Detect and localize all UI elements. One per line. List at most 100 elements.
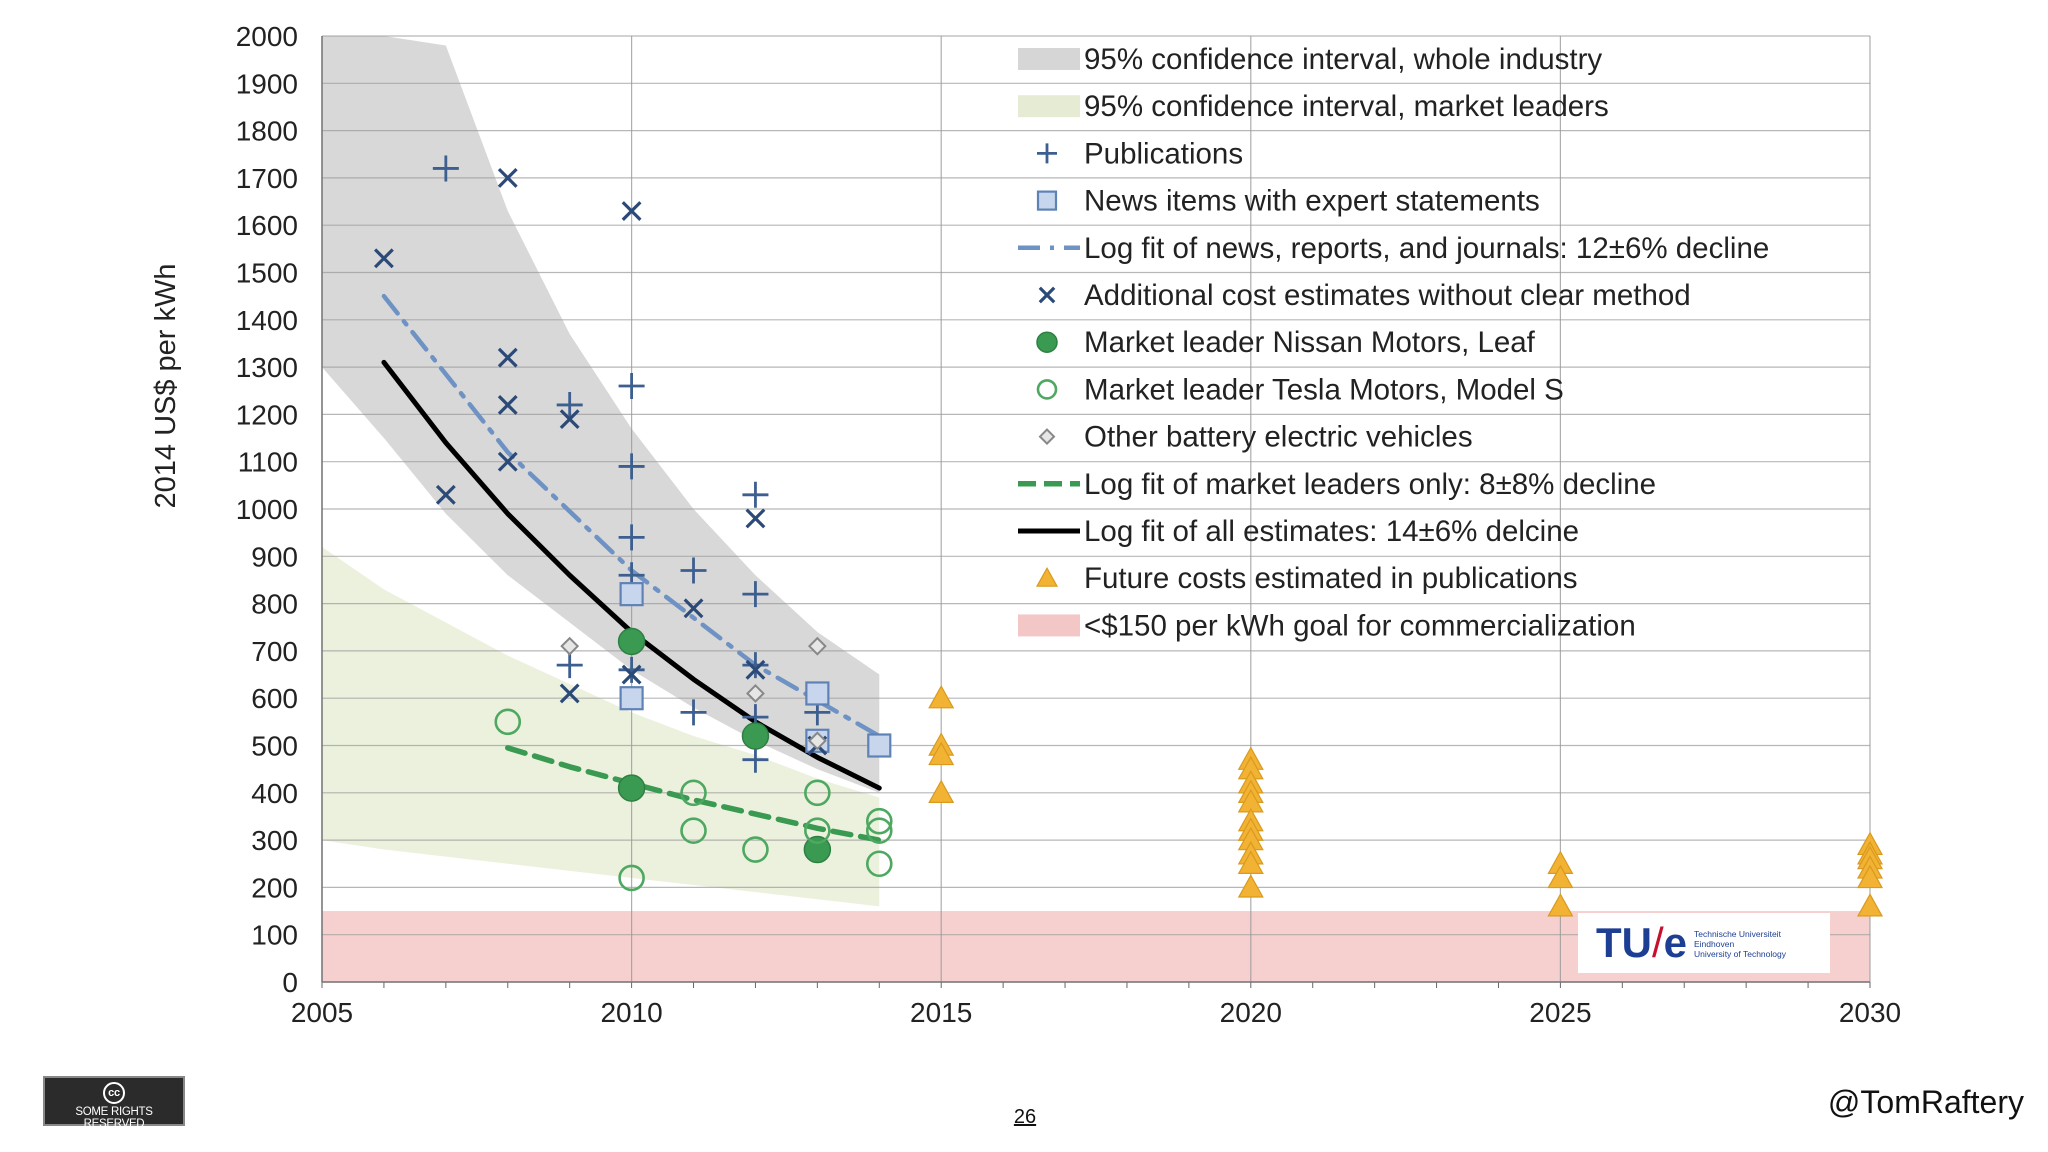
data-point-triangle [928, 684, 955, 709]
data-point-plus [432, 155, 459, 182]
data-point-x [559, 409, 580, 430]
data-point-x [497, 395, 518, 415]
y-tick-label: 1800 [236, 116, 298, 147]
y-tick-label: 1100 [238, 447, 298, 478]
ci-band-leaders [322, 546, 880, 907]
data-point-open-circle [865, 807, 893, 835]
legend-label: Log fit of news, reports, and journals: … [1084, 232, 1769, 265]
data-point-open-circle [804, 779, 831, 807]
x-tick-label: 2010 [600, 997, 662, 1028]
data-point-plus [742, 581, 769, 608]
data-point-triangle [928, 779, 955, 803]
legend-label: Market leader Tesla Motors, Model S [1084, 373, 1564, 406]
twitter-handle: @TomRaftery [1827, 1084, 2024, 1120]
data-point-open-circle [618, 864, 645, 892]
legend-marker [1036, 190, 1058, 211]
legend-item-ci_industry: 95% confidence interval, whole industry [1018, 43, 1602, 76]
data-point-filled-circle [617, 774, 646, 802]
legend-marker [1036, 379, 1058, 400]
data-point-plus [618, 453, 645, 480]
legend-swatch [1018, 48, 1080, 70]
y-tick-label: 1900 [236, 68, 298, 99]
fit-line [505, 745, 883, 843]
data-point-square [805, 681, 830, 706]
data-point-x [497, 167, 518, 188]
data-point-x [435, 484, 456, 505]
legend-label: <$150 per kWh goal for commercialization [1084, 609, 1636, 642]
legend-item-logfit_leaders: Log fit of market leaders only: 8±8% dec… [1018, 468, 1656, 501]
data-point-square [867, 733, 892, 758]
data-point-x [621, 664, 642, 685]
data-point-filled-circle [803, 835, 832, 864]
y-tick-label: 1700 [236, 163, 298, 194]
legend-label: Publications [1084, 137, 1243, 170]
data-point-x [373, 248, 394, 269]
data-point-open-circle [680, 779, 707, 807]
data-point-triangle [1237, 850, 1264, 874]
data-point-filled-circle [617, 627, 646, 656]
tue-logo: TU/e Technische Universiteit Eindhoven U… [1578, 913, 1830, 973]
legend-item-logfit_all: Log fit of all estimates: 14±6% delcine [1018, 515, 1579, 548]
data-point-x [497, 451, 518, 472]
data-point-triangle [1547, 893, 1574, 917]
legend-swatch [1018, 95, 1080, 118]
x-tick-label: 2025 [1529, 997, 1591, 1028]
data-point-triangle [1856, 864, 1884, 889]
y-tick-label: 700 [251, 636, 298, 667]
legend-item-tesla: Market leader Tesla Motors, Model S [1036, 373, 1564, 406]
legend-item-other_bev: Other battery electric vehicles [1038, 421, 1473, 454]
data-point-square [619, 686, 644, 711]
y-tick-label: 1400 [236, 305, 298, 336]
x-tick-label: 2030 [1839, 997, 1901, 1028]
legend-label: 95% confidence interval, market leaders [1084, 90, 1609, 123]
data-point-plus [680, 699, 707, 726]
y-tick-label: 0 [282, 967, 298, 998]
legend-item-additional: Additional cost estimates without clear … [1038, 279, 1691, 312]
legend-label: Other battery electric vehicles [1084, 421, 1473, 454]
data-point-plus [742, 481, 769, 508]
data-point-square [619, 582, 644, 607]
legend-label: Market leader Nissan Motors, Leaf [1084, 326, 1536, 359]
data-point-x [559, 683, 580, 704]
data-point-open-circle [742, 836, 769, 863]
legend-marker [1038, 428, 1056, 446]
data-point-plus [742, 746, 769, 773]
y-tick-label: 400 [251, 778, 298, 809]
data-point-triangle [1237, 874, 1264, 898]
data-point-plus [556, 391, 583, 418]
y-tick-label: 800 [251, 589, 298, 620]
data-point-plus [618, 656, 645, 683]
y-tick-label: 2000 [236, 21, 298, 52]
y-tick-label: 100 [251, 920, 298, 951]
data-point-diamond [560, 636, 580, 656]
y-tick-label: 600 [251, 683, 298, 714]
y-tick-label: 900 [251, 541, 298, 572]
y-tick-label: 1000 [236, 494, 298, 525]
legend-item-nissan: Market leader Nissan Motors, Leaf [1036, 326, 1536, 359]
tue-logo-mark: TU/e [1596, 919, 1688, 966]
y-tick-label: 200 [251, 872, 298, 903]
legend-marker [1035, 566, 1059, 587]
y-tick-label: 300 [251, 825, 298, 856]
data-point-diamond [746, 684, 765, 703]
legend-swatch [1018, 614, 1080, 637]
y-axis-label: 2014 US$ per kWh [150, 263, 182, 508]
legend-label: 95% confidence interval, whole industry [1084, 43, 1602, 76]
creative-commons-badge[interactable]: cc SOME RIGHTS RESERVED [43, 1076, 185, 1130]
data-point-open-circle [494, 708, 522, 736]
legend-item-publications: Publications [1037, 137, 1243, 170]
data-point-filled-circle [741, 722, 770, 750]
x-tick-label: 2005 [291, 997, 353, 1028]
data-point-diamond [807, 636, 827, 656]
legend-label: News items with expert statements [1084, 185, 1540, 218]
page-number[interactable]: 26 [1013, 1106, 1037, 1128]
data-point-x [683, 598, 704, 619]
data-point-x [621, 201, 642, 221]
legend-label: Log fit of market leaders only: 8±8% dec… [1084, 468, 1656, 501]
cc-icon: cc [103, 1082, 125, 1104]
data-point-triangle [1547, 864, 1574, 889]
data-point-triangle [928, 741, 955, 766]
data-point-plus [680, 557, 707, 584]
legend-marker [1038, 286, 1056, 304]
